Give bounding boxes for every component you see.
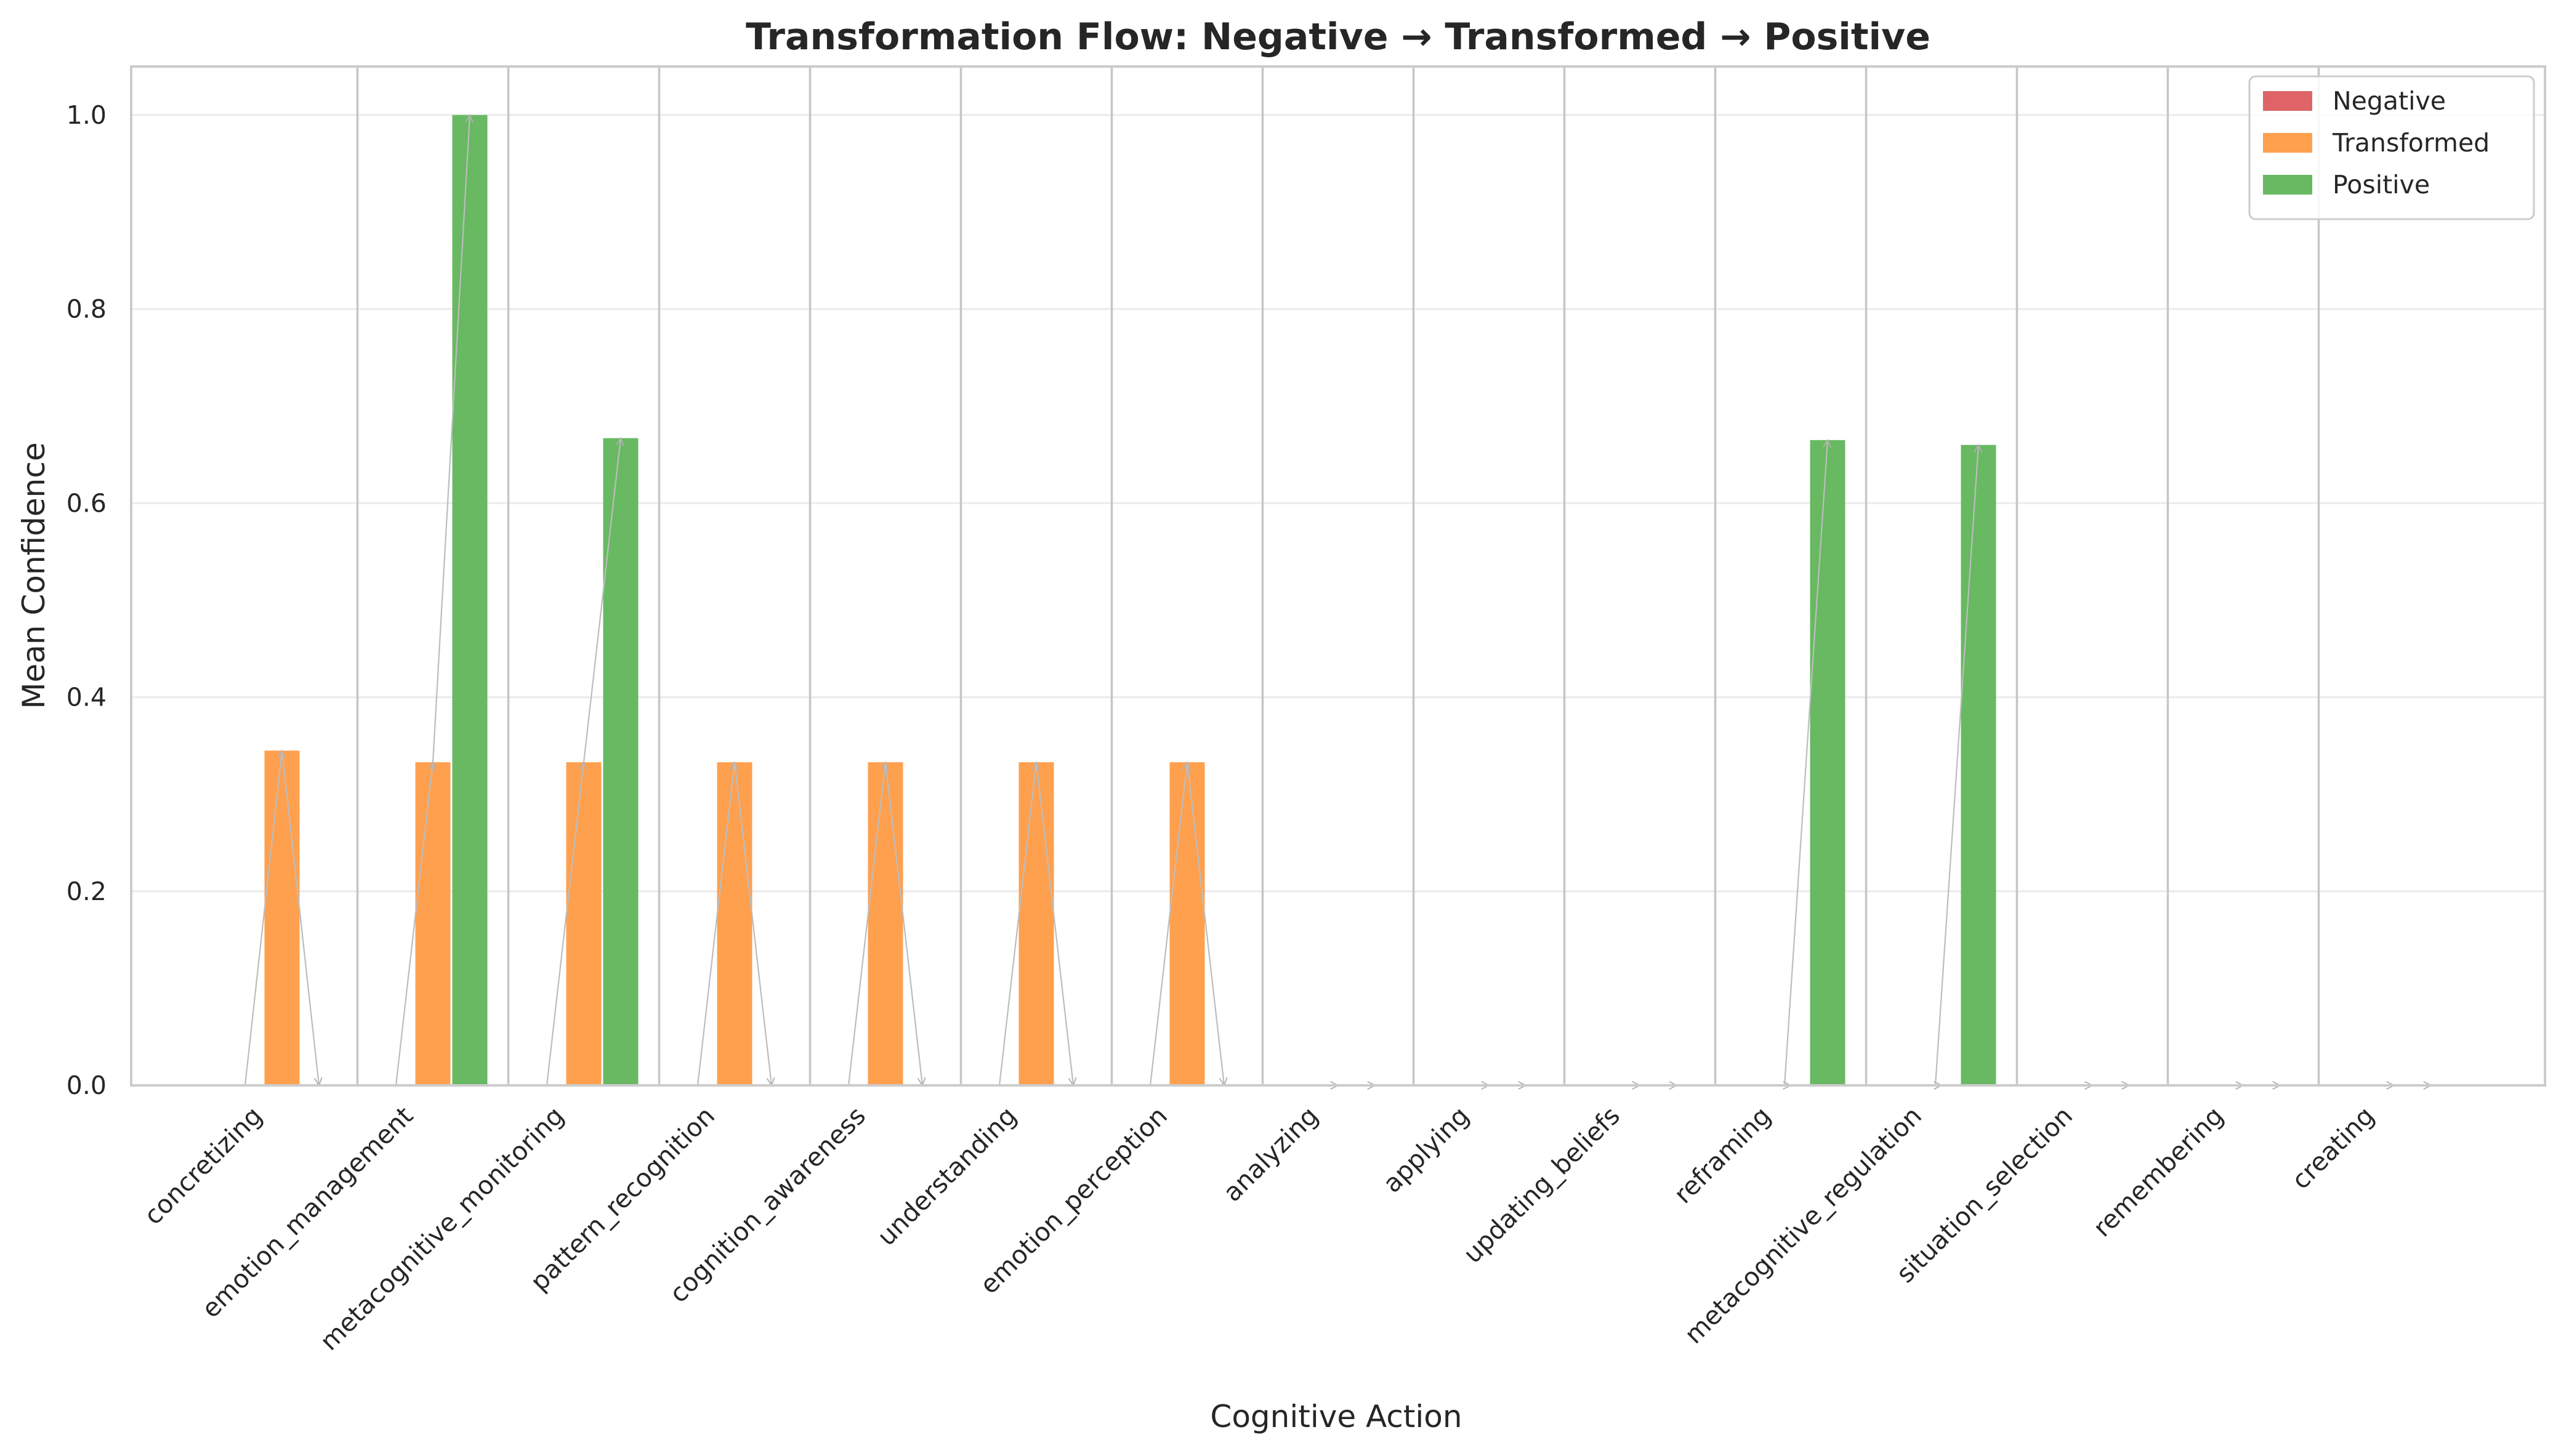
flow-arrow-transformed-to-positive xyxy=(583,438,621,763)
y-tick-label: 0.6 xyxy=(67,488,107,518)
bar-layer xyxy=(264,115,1996,1086)
flow-arrow-transformed-to-positive xyxy=(1186,762,1224,1085)
flow-arrow-transformed-to-positive xyxy=(1934,445,1978,1086)
legend-label-transformed: Transformed xyxy=(2332,128,2490,158)
legend-frame xyxy=(2248,75,2535,220)
bar-transformed-emotion-perception xyxy=(1169,762,1205,1085)
y-axis-label: Mean Confidence xyxy=(16,442,52,709)
flow-arrow-negative-to-transformed xyxy=(244,750,282,1086)
flow-arrow-negative-to-transformed xyxy=(395,762,433,1086)
legend-label-negative: Negative xyxy=(2333,86,2446,116)
flow-arrow-transformed-to-positive xyxy=(432,115,470,763)
x-axis-label: Cognitive Action xyxy=(1210,1399,1462,1434)
flow-arrow-negative-to-transformed xyxy=(847,762,885,1086)
flow-arrow-transformed-to-positive xyxy=(884,762,922,1085)
flow-arrow-negative-to-transformed xyxy=(546,762,584,1086)
y-tick-label: 0.8 xyxy=(67,294,107,324)
bar-transformed-emotion-management xyxy=(415,762,451,1085)
y-tick-labels: 0.0 0.2 0.4 0.6 0.8 1.0 xyxy=(67,100,107,1100)
vertical-connector-layer xyxy=(356,66,2320,1085)
plot-frame xyxy=(130,65,2546,1087)
legend-swatch-positive xyxy=(2263,175,2312,195)
chart-title: Transformation Flow: Negative → Transfor… xyxy=(746,15,1930,58)
y-tick-label: 0.4 xyxy=(67,683,107,712)
flow-arrow-negative-to-transformed xyxy=(696,762,735,1086)
bar-transformed-understanding xyxy=(1018,762,1054,1085)
legend: Negative Transformed Positive xyxy=(2248,75,2535,220)
flow-arrow-transformed-to-positive xyxy=(1783,440,1828,1086)
bar-transformed-concretizing xyxy=(264,750,300,1085)
bar-transformed-pattern-recognition xyxy=(717,762,752,1085)
legend-swatch-transformed xyxy=(2263,133,2312,153)
bar-transformed-cognition-awareness xyxy=(868,762,903,1085)
legend-swatch-negative xyxy=(2263,91,2312,111)
grid-layer xyxy=(131,114,2545,893)
flow-arrow-transformed-to-positive xyxy=(281,750,319,1085)
bar-positive-reframing xyxy=(1810,440,1845,1086)
flow-arrow-transformed-to-positive xyxy=(733,762,772,1085)
y-tick-label: 0.0 xyxy=(67,1071,107,1100)
bar-transformed-metacognitive-monitoring xyxy=(566,762,602,1085)
legend-label-positive: Positive xyxy=(2333,170,2430,199)
flow-arrow-negative-to-transformed xyxy=(998,762,1036,1086)
flow-arrow-transformed-to-positive xyxy=(1035,762,1073,1085)
y-tick-label: 0.2 xyxy=(67,877,107,906)
bar-positive-metacognitive-regulation xyxy=(1961,444,1996,1085)
bar-positive-metacognitive-monitoring xyxy=(603,438,639,1086)
y-tick-label: 1.0 xyxy=(67,100,107,130)
bar-positive-emotion-management xyxy=(452,115,488,1085)
flow-arrow-negative-to-transformed xyxy=(1149,762,1187,1086)
